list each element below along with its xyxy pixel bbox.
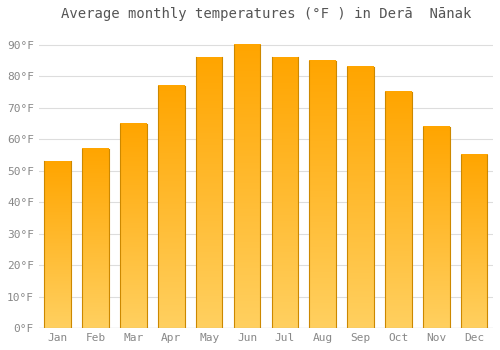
Title: Average monthly temperatures (°F ) in Derā  Nānak: Average monthly temperatures (°F ) in De… [60, 7, 471, 21]
